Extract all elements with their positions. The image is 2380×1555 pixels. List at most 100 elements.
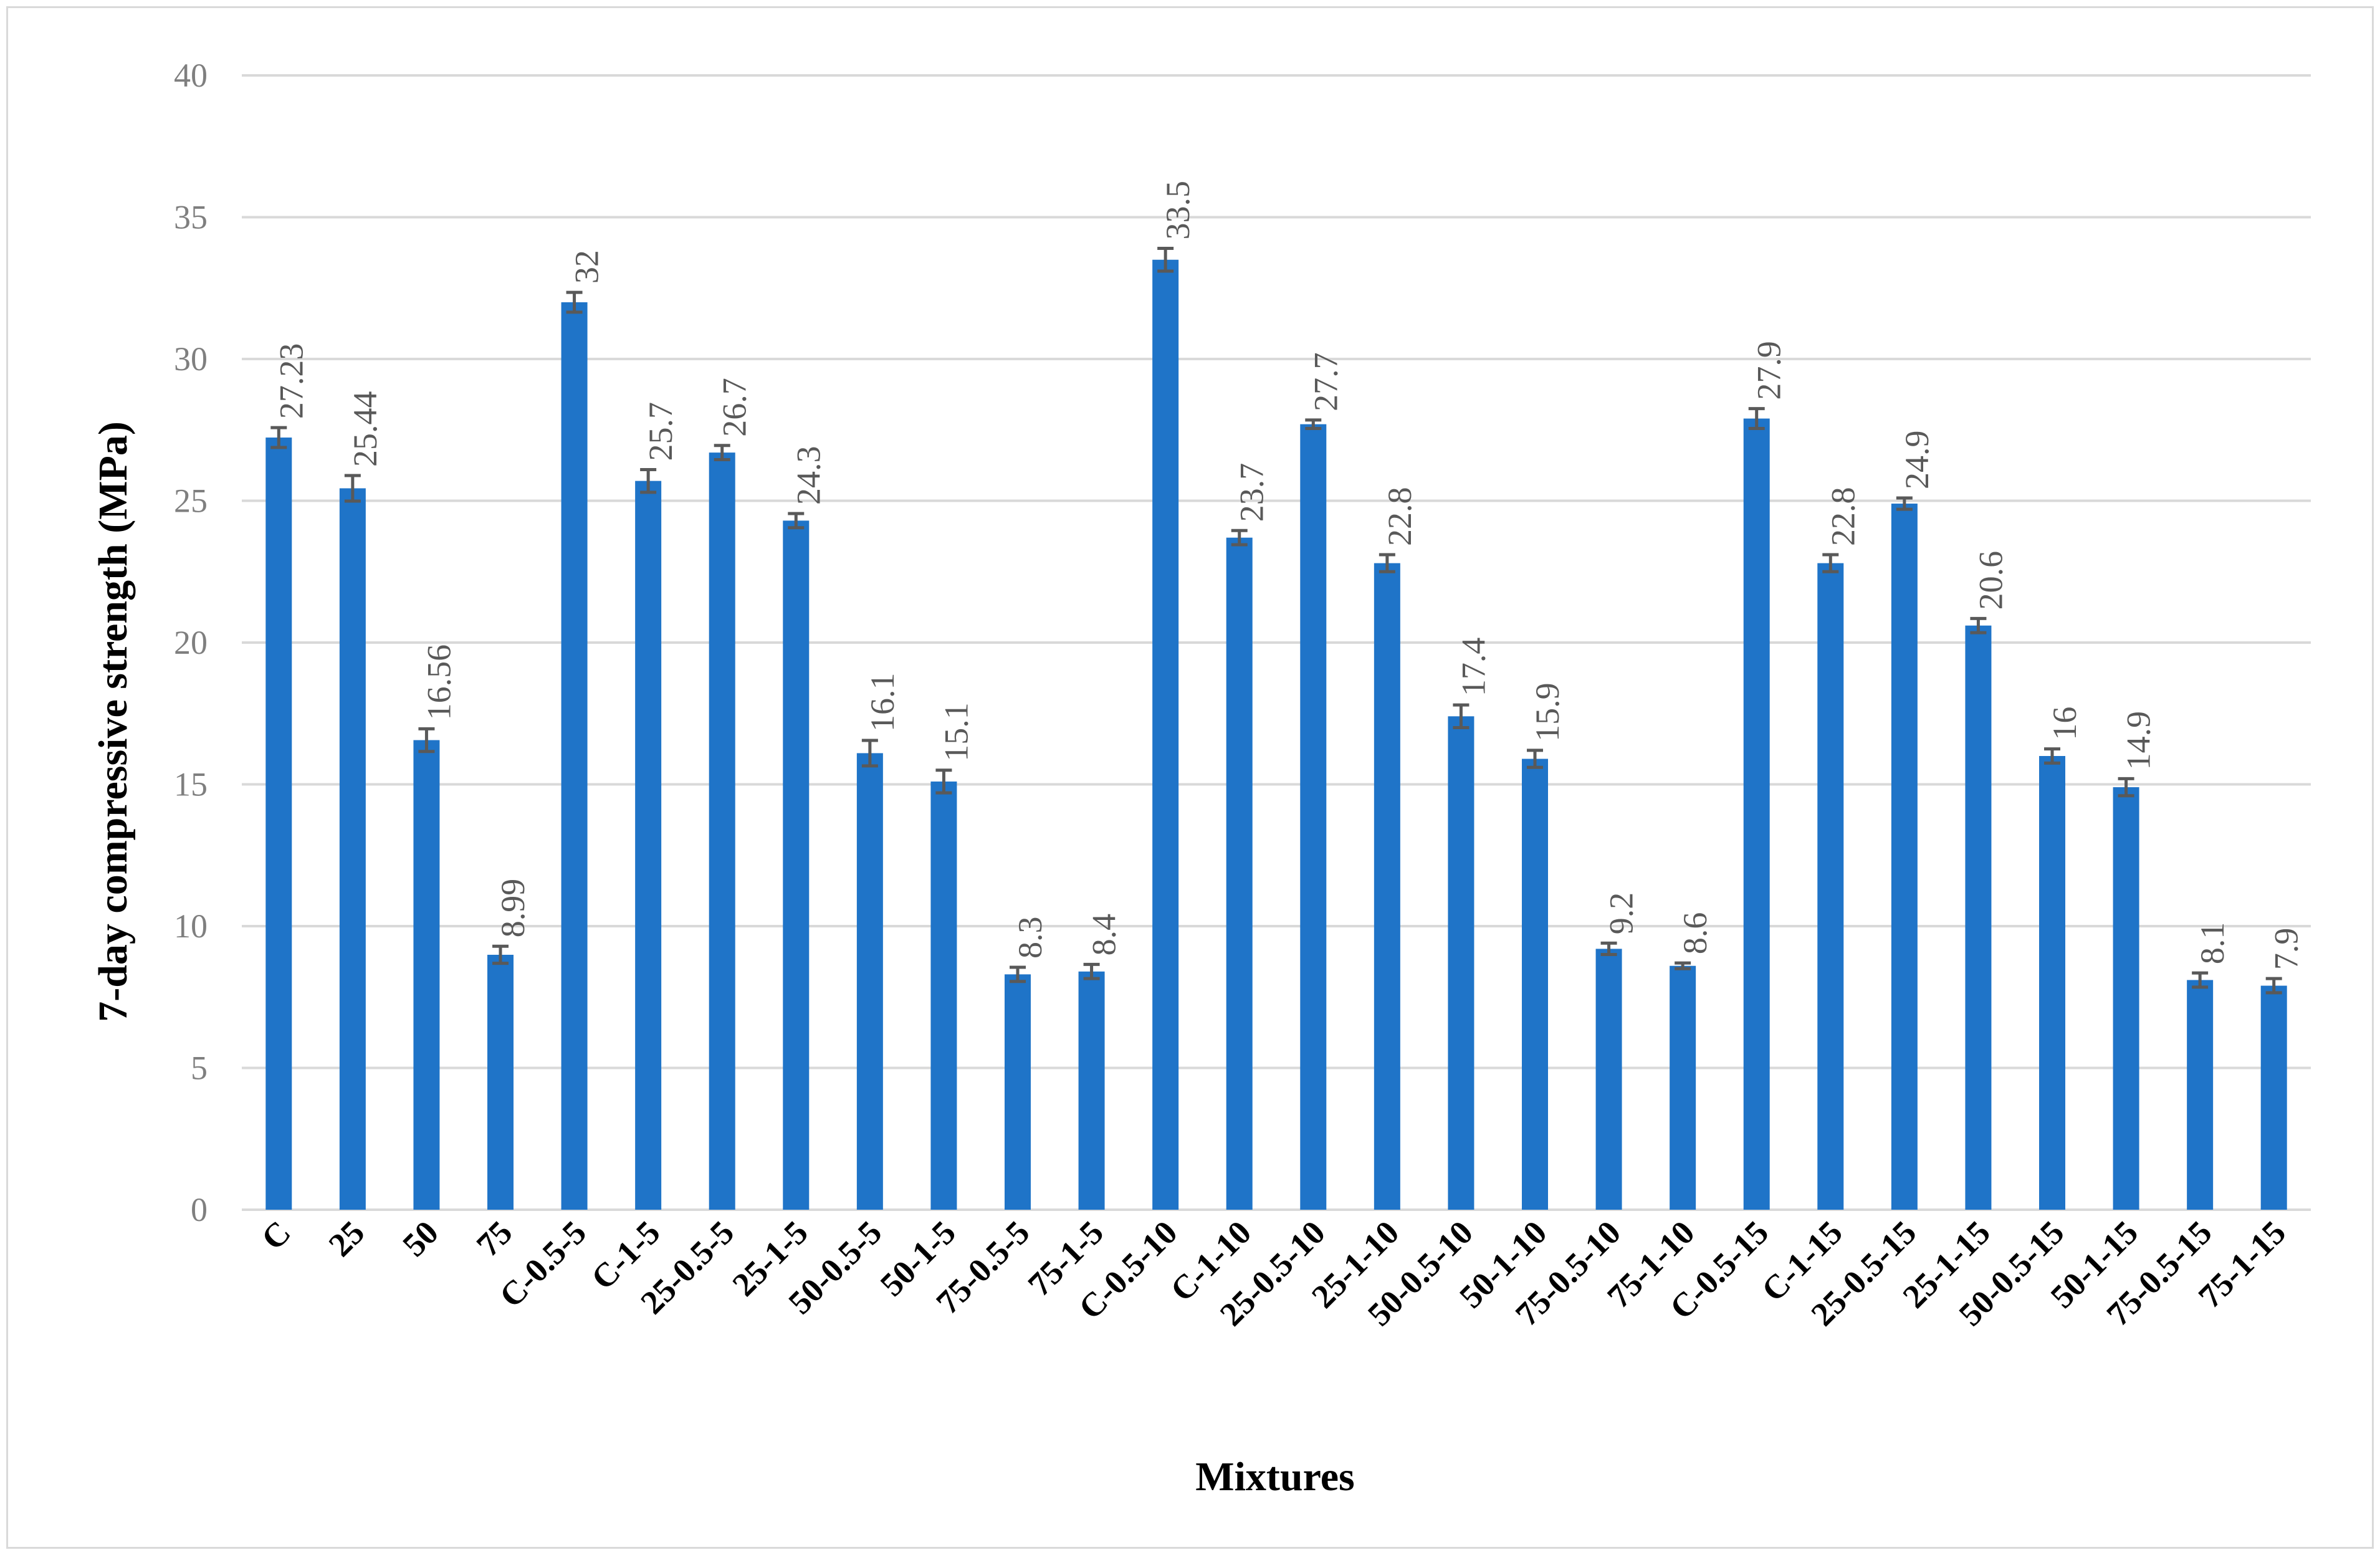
error-bar-25-1-15 <box>1970 616 1987 634</box>
data-label-C: 27.23 <box>272 343 310 419</box>
error-bar-50-0.5-15 <box>2044 747 2060 765</box>
bar-75 <box>487 954 514 1210</box>
data-label-50: 16.56 <box>420 644 457 720</box>
error-bar-75 <box>492 944 509 965</box>
data-label-25-1-5: 24.3 <box>790 446 827 505</box>
data-label-50-0.5-10: 17.4 <box>1455 638 1492 697</box>
data-label-C-1-15: 22.8 <box>1824 487 1861 546</box>
error-bar-50-1-10 <box>1527 749 1543 769</box>
error-bar-75-1-15 <box>2265 977 2282 995</box>
bar-25-1-5 <box>783 520 810 1210</box>
gridlines <box>242 74 2311 1211</box>
data-label-75-1-15: 7.9 <box>2268 928 2305 970</box>
data-label-75: 8.99 <box>494 879 532 938</box>
error-bar-25-1-10 <box>1379 553 1395 573</box>
data-label-25-0.5-15: 24.9 <box>1898 430 1936 489</box>
bars <box>265 259 2287 1210</box>
error-bar-C-0.5-10 <box>1157 247 1174 273</box>
data-label-C-0.5-10: 33.5 <box>1159 181 1197 240</box>
data-label-75-0.5-5: 8.3 <box>1011 916 1049 959</box>
x-tick-label-75: 75 <box>469 1213 520 1264</box>
error-bar-75-0.5-5 <box>1010 965 1026 983</box>
error-bar-50-0.5-10 <box>1453 703 1470 729</box>
error-bar-C <box>270 426 287 449</box>
bar-50-0.5-5 <box>856 753 883 1210</box>
y-axis-title: 7-day compressive strength (MPa) <box>90 421 136 1022</box>
data-label-25-0.5-10: 27.7 <box>1307 352 1344 411</box>
error-bar-75-0.5-10 <box>1600 941 1617 956</box>
error-bar-50 <box>418 727 435 754</box>
y-tick-label-25: 25 <box>174 482 208 520</box>
bar-50-0.5-15 <box>2039 756 2065 1210</box>
y-tick-label-30: 30 <box>174 340 208 378</box>
error-bar-75-0.5-15 <box>2192 971 2209 989</box>
error-bar-C-1-10 <box>1231 529 1248 547</box>
bar-25-0.5-5 <box>709 452 735 1210</box>
data-label-50-1-15: 14.9 <box>2120 711 2158 770</box>
bar-C-1-5 <box>635 481 662 1210</box>
bar-25 <box>339 488 366 1210</box>
error-bar-50-1-15 <box>2118 777 2134 798</box>
error-bar-25-0.5-15 <box>1896 496 1913 511</box>
error-bars <box>270 247 2282 995</box>
bar-50-1-5 <box>930 781 957 1210</box>
bar-C-0.5-10 <box>1152 259 1179 1210</box>
bar-50-1-10 <box>1522 758 1548 1210</box>
bar-25-1-10 <box>1374 563 1400 1210</box>
y-tick-label-15: 15 <box>174 766 208 803</box>
bar-50-0.5-10 <box>1448 716 1474 1210</box>
data-label-25-0.5-5: 26.7 <box>716 378 753 437</box>
error-bar-C-0.5-5 <box>566 290 583 314</box>
y-tick-label-40: 40 <box>174 57 208 94</box>
error-bar-75-1-10 <box>1675 961 1691 970</box>
data-label-C-0.5-5: 32 <box>568 250 606 284</box>
error-bar-C-1-15 <box>1822 553 1839 573</box>
chart-frame: 0 5 10 15 20 25 30 35 40 27.23 25.44 16.56 8.99 32 25… <box>6 6 2374 1549</box>
y-tick-label-10: 10 <box>174 907 208 945</box>
data-label-50-0.5-15: 16 <box>2046 707 2083 740</box>
data-label-25-1-10: 22.8 <box>1381 487 1418 546</box>
error-bar-50-1-5 <box>935 768 952 795</box>
bar-25-0.5-10 <box>1300 424 1327 1210</box>
data-label-C-1-10: 23.7 <box>1233 463 1271 522</box>
bar-C-0.5-5 <box>561 302 588 1210</box>
error-bar-25-1-5 <box>788 512 805 530</box>
bar-50 <box>413 740 440 1210</box>
x-tick-label-50: 50 <box>395 1213 446 1264</box>
bar-C-1-10 <box>1226 537 1253 1210</box>
data-label-25: 25.44 <box>346 391 384 467</box>
bar-50-1-15 <box>2113 787 2139 1210</box>
error-bar-50-0.5-5 <box>861 739 878 768</box>
data-label-50-0.5-5: 16.1 <box>864 672 901 732</box>
error-bar-25 <box>344 474 361 503</box>
data-label-75-1-5: 8.4 <box>1086 914 1123 956</box>
x-tick-label-C: C <box>254 1213 298 1257</box>
bar-C-1-15 <box>1817 563 1844 1210</box>
x-axis-ticks: C 25 50 75C-0.5-5C-1-525-0.5-525-1-550-0.5-… <box>254 1213 2293 1333</box>
error-bar-C-0.5-15 <box>1748 407 1765 430</box>
data-label-25-1-15: 20.6 <box>1972 551 2009 610</box>
data-label-75-0.5-10: 9.2 <box>1603 892 1640 935</box>
y-tick-label-35: 35 <box>174 199 208 236</box>
bar-75-0.5-5 <box>1005 974 1031 1210</box>
bar-75-1-5 <box>1078 971 1105 1210</box>
bar-75-1-15 <box>2260 985 2287 1210</box>
bar-75-1-10 <box>1670 965 1696 1210</box>
bar-75-0.5-15 <box>2187 980 2214 1210</box>
y-tick-label-5: 5 <box>191 1050 208 1087</box>
bar-C <box>265 438 292 1210</box>
error-bar-25-0.5-5 <box>714 444 730 462</box>
data-label-50-1-10: 15.9 <box>1529 682 1566 742</box>
bar-C-0.5-15 <box>1743 418 1770 1210</box>
bar-25-1-15 <box>1965 625 1992 1210</box>
error-bar-25-0.5-10 <box>1305 418 1322 430</box>
error-bar-C-1-5 <box>640 467 657 494</box>
error-bar-75-1-5 <box>1083 962 1100 980</box>
data-label-C-1-5: 25.7 <box>642 402 679 461</box>
data-label-C-0.5-15: 27.9 <box>1751 341 1788 400</box>
bar-25-0.5-15 <box>1891 504 1918 1210</box>
data-labels: 27.23 25.44 16.56 8.99 32 25.7 26.7 24.3 16.1 15.… <box>272 181 2305 970</box>
y-tick-label-20: 20 <box>174 624 208 661</box>
data-label-50-1-5: 15.1 <box>937 702 975 762</box>
y-tick-label-0: 0 <box>191 1191 208 1228</box>
